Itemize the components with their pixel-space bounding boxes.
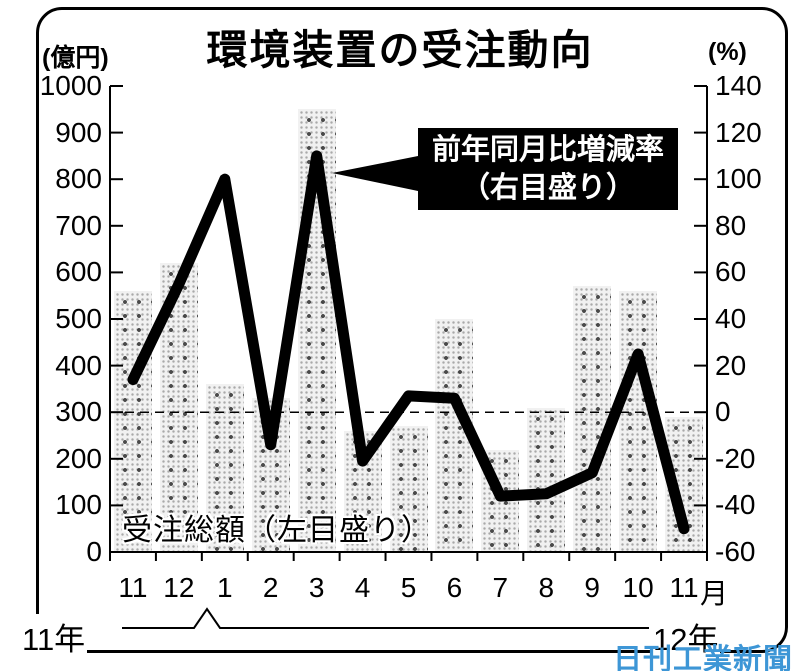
- left-axis-tick-label: 500: [55, 303, 102, 334]
- left-axis-tick-label: 300: [55, 396, 102, 428]
- right-axis-tick-label: 0: [715, 396, 731, 428]
- order-total-bar: [435, 319, 474, 552]
- chart-title: 環境装置の受注動向: [206, 27, 594, 73]
- order-total-bar: [481, 449, 520, 552]
- x-axis-month-label: 3: [308, 572, 325, 603]
- year-right-label: 12年: [651, 614, 721, 659]
- right-axis-tick-label: 80: [715, 209, 747, 241]
- right-axis-tick-label: 120: [715, 116, 762, 148]
- right-axis-tick-label: 100: [715, 163, 762, 195]
- left-axis-tick-label: 600: [55, 256, 102, 288]
- left-axis-tick-label: 400: [55, 349, 102, 381]
- right-axis-tick-label: 140: [715, 70, 762, 101]
- x-axis-month-label: 8: [538, 572, 555, 603]
- x-axis-month-label: 2: [262, 572, 279, 603]
- line-series-callout: 前年同月比増減率 （右目盛り）: [418, 128, 678, 210]
- left-axis-tick-label: 800: [55, 163, 102, 195]
- left-axis-tick-label: 200: [55, 442, 102, 474]
- order-total-bar: [297, 109, 336, 552]
- source-credit: 日刊工業新聞: [612, 644, 793, 671]
- right-axis-tick-label: -40: [715, 489, 756, 521]
- left-axis-tick-label: 900: [55, 116, 102, 148]
- order-total-bar: [527, 407, 566, 552]
- x-axis-month-label: 7: [492, 572, 509, 603]
- right-axis-tick-label: 40: [715, 303, 747, 334]
- bar-series-label: 受注総額（左目盛り）: [122, 514, 432, 547]
- order-total-bar: [573, 286, 612, 552]
- x-axis-month-label: 10: [622, 572, 654, 603]
- x-axis-month-label: 9: [584, 572, 600, 603]
- line-series-callout-line1: 前年同月比増減率: [431, 134, 664, 166]
- order-total-bar: [665, 416, 704, 552]
- x-axis-month-label: 11: [118, 572, 148, 603]
- left-axis-tick-label: 1000: [39, 70, 102, 101]
- line-series-callout-line2: （右目盛り）: [460, 172, 635, 204]
- year-left-label: 11年: [20, 614, 88, 659]
- x-axis-month-label: 5: [400, 572, 417, 603]
- right-axis-tick-label: 20: [715, 349, 747, 381]
- left-axis-tick-label: 100: [55, 489, 102, 521]
- x-axis-month-label: 11: [669, 572, 699, 603]
- x-axis-month-label: 6: [446, 572, 463, 603]
- left-axis-tick-label: 0: [86, 536, 102, 567]
- left-axis-unit-label: (億円): [42, 44, 109, 72]
- right-axis-tick-label: -20: [715, 442, 756, 474]
- right-axis-tick-label: -60: [715, 536, 756, 567]
- right-axis-unit-label: (%): [708, 38, 747, 66]
- order-total-bar: [619, 291, 658, 552]
- left-axis-tick-label: 700: [55, 209, 102, 241]
- x-axis-month-label: 12: [163, 572, 195, 603]
- month-unit-label: 月: [700, 578, 729, 609]
- right-axis-tick-label: 60: [715, 256, 747, 288]
- figure-rounded-border: [36, 7, 788, 653]
- x-axis-month-label: 4: [354, 572, 371, 603]
- x-axis-month-label: 1: [217, 572, 233, 603]
